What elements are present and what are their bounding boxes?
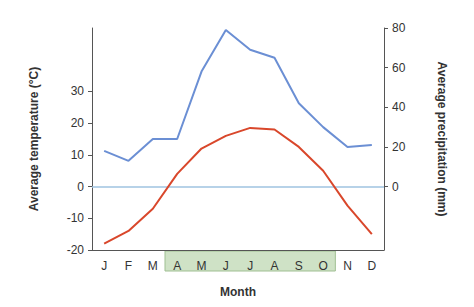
svg-text:Average temperature (°C): Average temperature (°C) <box>27 67 41 211</box>
svg-text:40: 40 <box>392 100 406 114</box>
svg-text:J: J <box>247 259 253 273</box>
svg-text:F: F <box>125 259 132 273</box>
svg-text:S: S <box>295 259 303 273</box>
svg-text:-10: -10 <box>67 211 85 225</box>
svg-text:M: M <box>197 259 207 273</box>
svg-text:60: 60 <box>392 61 406 75</box>
svg-text:A: A <box>173 259 181 273</box>
svg-text:Month: Month <box>220 285 256 299</box>
svg-text:10: 10 <box>71 148 85 162</box>
svg-text:80: 80 <box>392 21 406 35</box>
svg-text:0: 0 <box>77 180 84 194</box>
svg-text:Average precipitation (mm): Average precipitation (mm) <box>435 62 449 217</box>
svg-text:0: 0 <box>392 180 399 194</box>
svg-text:20: 20 <box>71 116 85 130</box>
svg-text:20: 20 <box>392 140 406 154</box>
svg-text:N: N <box>343 259 352 273</box>
svg-text:-20: -20 <box>67 243 85 257</box>
svg-text:A: A <box>270 259 278 273</box>
svg-text:30: 30 <box>71 84 85 98</box>
svg-text:O: O <box>318 259 327 273</box>
svg-text:J: J <box>101 259 107 273</box>
svg-text:D: D <box>367 259 376 273</box>
svg-text:J: J <box>223 259 229 273</box>
svg-text:M: M <box>148 259 158 273</box>
